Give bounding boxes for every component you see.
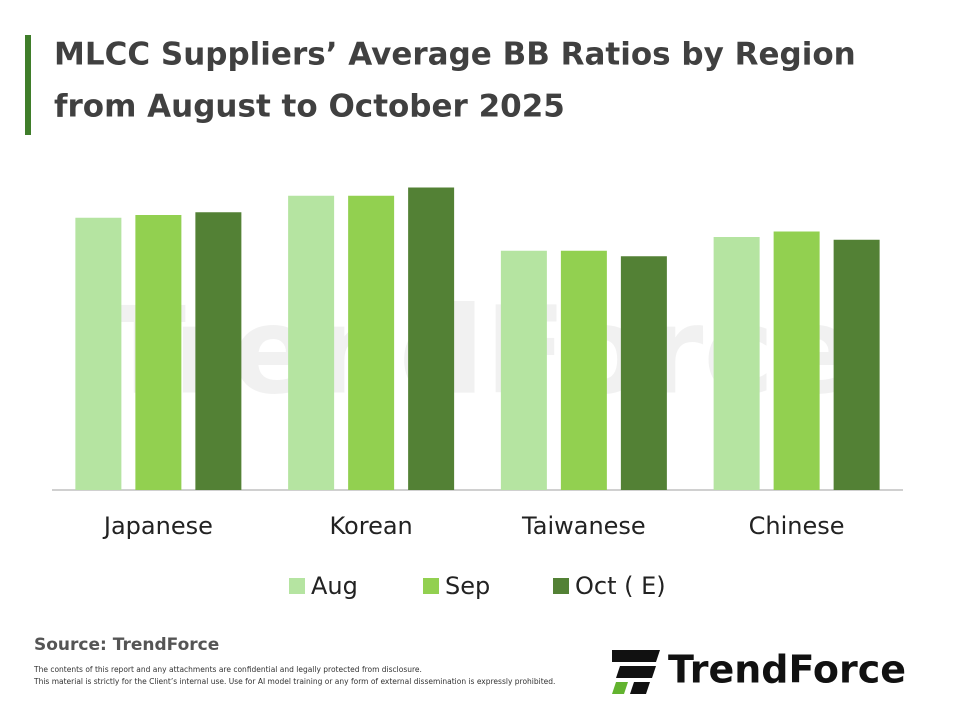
disclaimer: This material is strictly for the Client… [33,677,555,686]
legend-label: Aug [311,572,358,600]
bar [135,215,182,490]
logo-icon [612,650,660,694]
bar [500,250,547,490]
bar [713,237,760,490]
bar [288,195,335,490]
x-tick-label: Chinese [749,512,845,540]
bar [620,256,667,490]
chart-title: from August to October 2025 [54,89,565,125]
bar [408,187,455,490]
legend-swatch [289,578,305,594]
x-tick-label: Japanese [102,512,213,540]
legend-label: Sep [445,572,490,600]
x-tick-label: Taiwanese [521,512,646,540]
title-accent [25,35,31,135]
chart-title: MLCC Suppliers’ Average BB Ratios by Reg… [54,37,856,73]
bar [75,217,122,490]
disclaimer: The contents of this report and any atta… [33,665,422,674]
source: Source: TrendForce [34,635,219,655]
bar [195,212,242,490]
bar [773,231,820,490]
legend-swatch [423,578,439,594]
bar [833,239,880,490]
legend-swatch [553,578,569,594]
bar [560,250,607,490]
legend-label: Oct ( E) [575,572,666,600]
bar [348,195,395,490]
logo: TrendForce [668,648,906,692]
x-tick-label: Korean [330,512,413,540]
